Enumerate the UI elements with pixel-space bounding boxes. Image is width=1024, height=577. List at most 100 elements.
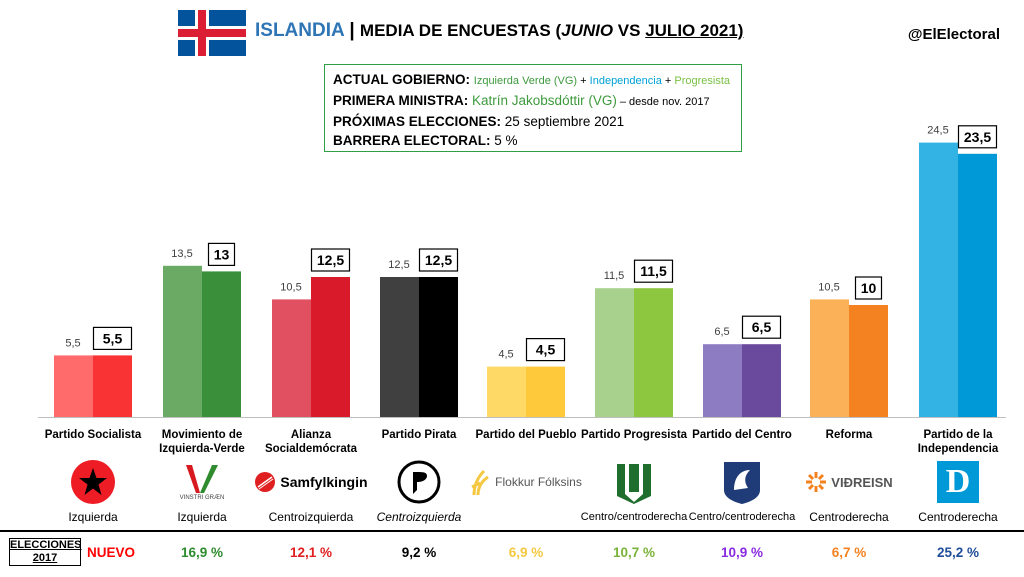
barrier-value: 5 % xyxy=(494,133,518,148)
info-next-election: PRÓXIMAS ELECCIONES: 25 septiembre 2021 xyxy=(333,112,733,131)
data-label-july: 6,5 xyxy=(752,319,772,335)
title-vs: VS xyxy=(613,21,646,40)
gov-plus-1: + xyxy=(577,75,590,87)
title-month2: JULIO 2021) xyxy=(645,21,744,40)
bar-july xyxy=(419,277,458,417)
bar-july xyxy=(742,344,781,417)
divider xyxy=(0,530,1024,532)
info-pm: PRIMERA MINISTRA: Katrín Jakobsdóttir (V… xyxy=(333,91,733,112)
data-label-june: 13,5 xyxy=(171,248,192,260)
socialist-star-logo-icon xyxy=(68,458,118,506)
election-2017-value: 10,9 % xyxy=(720,545,764,560)
data-label-july: 11,5 xyxy=(640,263,667,279)
election-2017-value: 6,7 % xyxy=(831,545,867,560)
data-label-june: 4,5 xyxy=(498,349,513,361)
data-label-box xyxy=(418,248,459,272)
logo-text: VIÐREISN xyxy=(831,474,893,490)
party-ideology: Centro/centroderecha xyxy=(580,511,688,523)
party-label: Partido Progresista xyxy=(580,429,688,441)
gov-party-1: Izquierda Verde (VG) xyxy=(473,75,578,87)
party-ideology: Centroderecha xyxy=(809,510,889,524)
samfylkingin-logo-icon: Samfylkingin xyxy=(252,458,370,506)
party-label: Partido del Centro xyxy=(692,429,792,441)
iceland-flag-icon xyxy=(178,10,246,56)
flokkur-folksins-logo-icon: Flokkur Fólksins xyxy=(467,458,585,506)
elections-label-line2: 2017 xyxy=(32,552,58,564)
party-label: Partido del Pueblo xyxy=(475,429,577,441)
data-label-june: 12,5 xyxy=(388,259,409,271)
party-label: Alianza Socialdemócrata xyxy=(264,429,358,455)
data-label-july: 13 xyxy=(214,246,230,262)
next-label: PRÓXIMAS ELECCIONES: xyxy=(333,114,502,129)
election-2017-value: 12,1 % xyxy=(289,545,333,560)
data-label-june: 24,5 xyxy=(927,125,948,137)
bar-july xyxy=(849,305,888,417)
gov-plus-2: + xyxy=(661,75,675,87)
logo-text: VINSTRI GRÆN xyxy=(179,495,225,501)
bar-june xyxy=(163,265,202,417)
party-label: Partido Pirata xyxy=(381,429,457,441)
party-label: Partido de la Independencia xyxy=(917,429,999,455)
author-handle: @ElElectoral xyxy=(907,26,1000,43)
election-2017-value: 25,2 % xyxy=(936,545,980,560)
data-label-july: 5,5 xyxy=(103,330,123,346)
party-ideology: Centro/centroderecha xyxy=(688,511,796,523)
party-ideology: Izquierda xyxy=(177,510,227,524)
bar-july xyxy=(202,271,241,417)
data-label-box xyxy=(207,242,236,266)
elections-label-line1: ELECCIONES xyxy=(10,539,82,551)
title-separator: | xyxy=(349,20,355,41)
info-barrier: BARRERA ELECTORAL: 5 % xyxy=(333,131,733,150)
data-label-june: 10,5 xyxy=(818,281,839,293)
bar-june xyxy=(810,299,849,417)
data-label-box xyxy=(741,315,782,339)
data-label-box xyxy=(854,276,883,300)
independence-party-logo-icon: D xyxy=(933,458,983,506)
centre-party-logo-icon xyxy=(717,458,767,506)
logo-text: Flokkur Fólksins xyxy=(495,475,582,489)
title-month1: JUNIO xyxy=(561,21,614,40)
data-label-june: 5,5 xyxy=(65,337,80,349)
data-label-box xyxy=(633,259,674,283)
barrier-label: BARRERA ELECTORAL: xyxy=(333,133,491,148)
data-label-july: 10 xyxy=(861,280,877,296)
bar-june xyxy=(703,344,742,417)
bar-june xyxy=(272,299,311,417)
bar-june xyxy=(919,142,958,417)
elections-2017-row: ELECCIONES 2017 NUEVO 16,9 % 12,1 % 9,2 % 6,… xyxy=(0,533,1024,573)
bar-july xyxy=(311,277,350,417)
party-ideology: Centroizquierda xyxy=(376,510,462,524)
independence-d-letter: D xyxy=(937,461,979,503)
bar-june xyxy=(380,277,419,417)
elections-label: ELECCIONES 2017 xyxy=(9,538,82,566)
bar-july xyxy=(526,366,565,417)
bar-june xyxy=(595,288,634,417)
pm-name: Katrín Jakobsdóttir (VG) xyxy=(472,93,617,108)
election-2017-value: 6,9 % xyxy=(508,545,544,560)
data-label-june: 6,5 xyxy=(714,326,729,338)
vinstri-graen-logo-icon: VINSTRI GRÆN xyxy=(157,458,247,506)
gov-party-3: Progresista xyxy=(674,75,731,87)
pirate-party-logo-icon xyxy=(394,458,444,506)
title-country: ISLANDIA xyxy=(255,20,345,41)
data-label-box xyxy=(92,326,133,350)
data-label-june: 10,5 xyxy=(280,281,301,293)
bar-july xyxy=(958,153,997,418)
gov-label: ACTUAL GOBIERNO: xyxy=(333,72,470,87)
gov-party-2: Independencia xyxy=(589,75,662,87)
election-2017-value: NUEVO xyxy=(86,545,135,560)
data-label-july: 23,5 xyxy=(964,129,991,145)
party-ideology: Izquierda xyxy=(68,510,118,524)
bar-july xyxy=(93,355,132,417)
party-ideology: Centroderecha xyxy=(918,510,998,524)
party-label: Movimiento de Izquierda-Verde xyxy=(159,429,245,455)
vidreisn-logo-icon: VIÐREISN xyxy=(790,458,908,506)
data-label-box xyxy=(957,125,998,149)
data-label-box xyxy=(310,248,351,272)
pm-label: PRIMERA MINISTRA: xyxy=(333,93,469,108)
title-subtitle-prefix: MEDIA DE ENCUESTAS ( xyxy=(359,21,562,40)
data-label-box xyxy=(525,338,566,362)
election-2017-value: 10,7 % xyxy=(612,545,656,560)
page-title: ISLANDIA | MEDIA DE ENCUESTAS (JUNIO VS … xyxy=(255,20,743,42)
data-label-june: 11,5 xyxy=(604,270,625,282)
